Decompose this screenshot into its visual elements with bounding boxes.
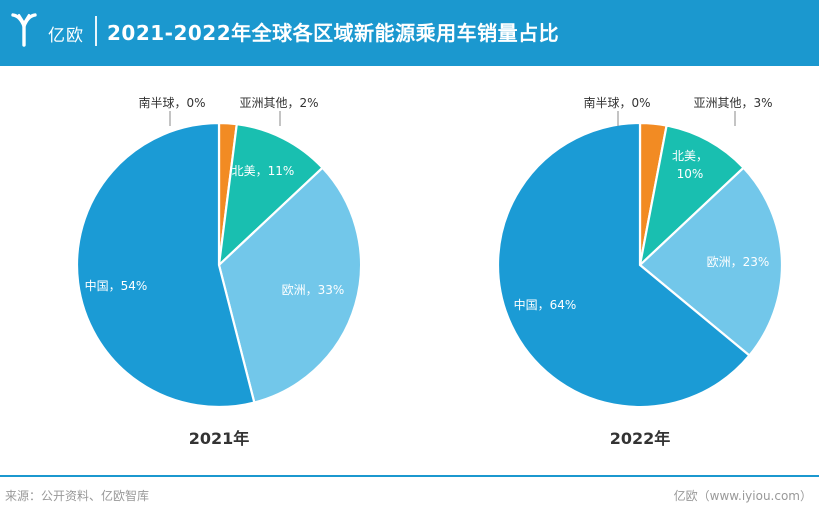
data-label: 北美，11% <box>232 164 295 178</box>
footer-divider <box>0 475 819 477</box>
page-title: 2021-2022年全球各区域新能源乘用车销量占比 <box>107 21 560 45</box>
data-label: 欧洲，23% <box>707 255 770 269</box>
header-divider <box>95 16 97 46</box>
data-label: 亚洲其他，3% <box>693 96 772 110</box>
pie-slice <box>217 122 325 268</box>
chart-title: 2022年 <box>610 429 671 448</box>
data-label: 北美， 10% <box>672 149 708 181</box>
chart-title: 2021年 <box>189 429 250 448</box>
pie-slice <box>496 121 751 409</box>
data-label: 中国，64% <box>514 297 577 312</box>
logo: 亿欧 <box>10 12 96 48</box>
data-label: 欧洲，33% <box>282 283 345 297</box>
data-label: 亚洲其他，2% <box>239 96 318 110</box>
logo-icon <box>11 13 37 47</box>
charts-area: 南半球，0% 亚洲其他，2% 北美，11% 欧洲，33% 中国，54% 2021年 南半球，… <box>75 95 784 448</box>
data-label: 南半球，0% <box>583 95 650 110</box>
pie-slice <box>638 166 784 358</box>
data-label: 中国，54% <box>85 278 148 293</box>
site-credit: 亿欧（www.iyiou.com） <box>673 489 812 503</box>
source-note: 来源：公开资料、亿欧智库 <box>5 489 150 503</box>
data-label-value: 10% <box>677 167 704 181</box>
logo-text: 亿欧 <box>48 26 84 46</box>
pie-slice <box>217 166 363 404</box>
data-label: 南半球，0% <box>138 95 205 110</box>
header-bar: 亿欧 2021-2022年全球各区域新能源乘用车销量占比 <box>0 0 819 66</box>
pie-slice <box>75 121 256 409</box>
data-label-name: 北美， <box>672 149 708 163</box>
pie-slice <box>638 124 746 269</box>
